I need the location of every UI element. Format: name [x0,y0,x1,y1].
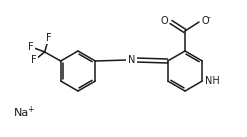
Text: NH: NH [205,76,220,86]
Text: F: F [28,42,34,52]
Text: F: F [31,55,37,65]
Text: -: - [208,14,211,22]
Text: Na: Na [14,108,29,118]
Text: F: F [46,33,51,43]
Text: +: + [27,105,33,113]
Text: O: O [201,16,209,26]
Text: O: O [160,16,168,26]
Text: N: N [128,55,135,65]
